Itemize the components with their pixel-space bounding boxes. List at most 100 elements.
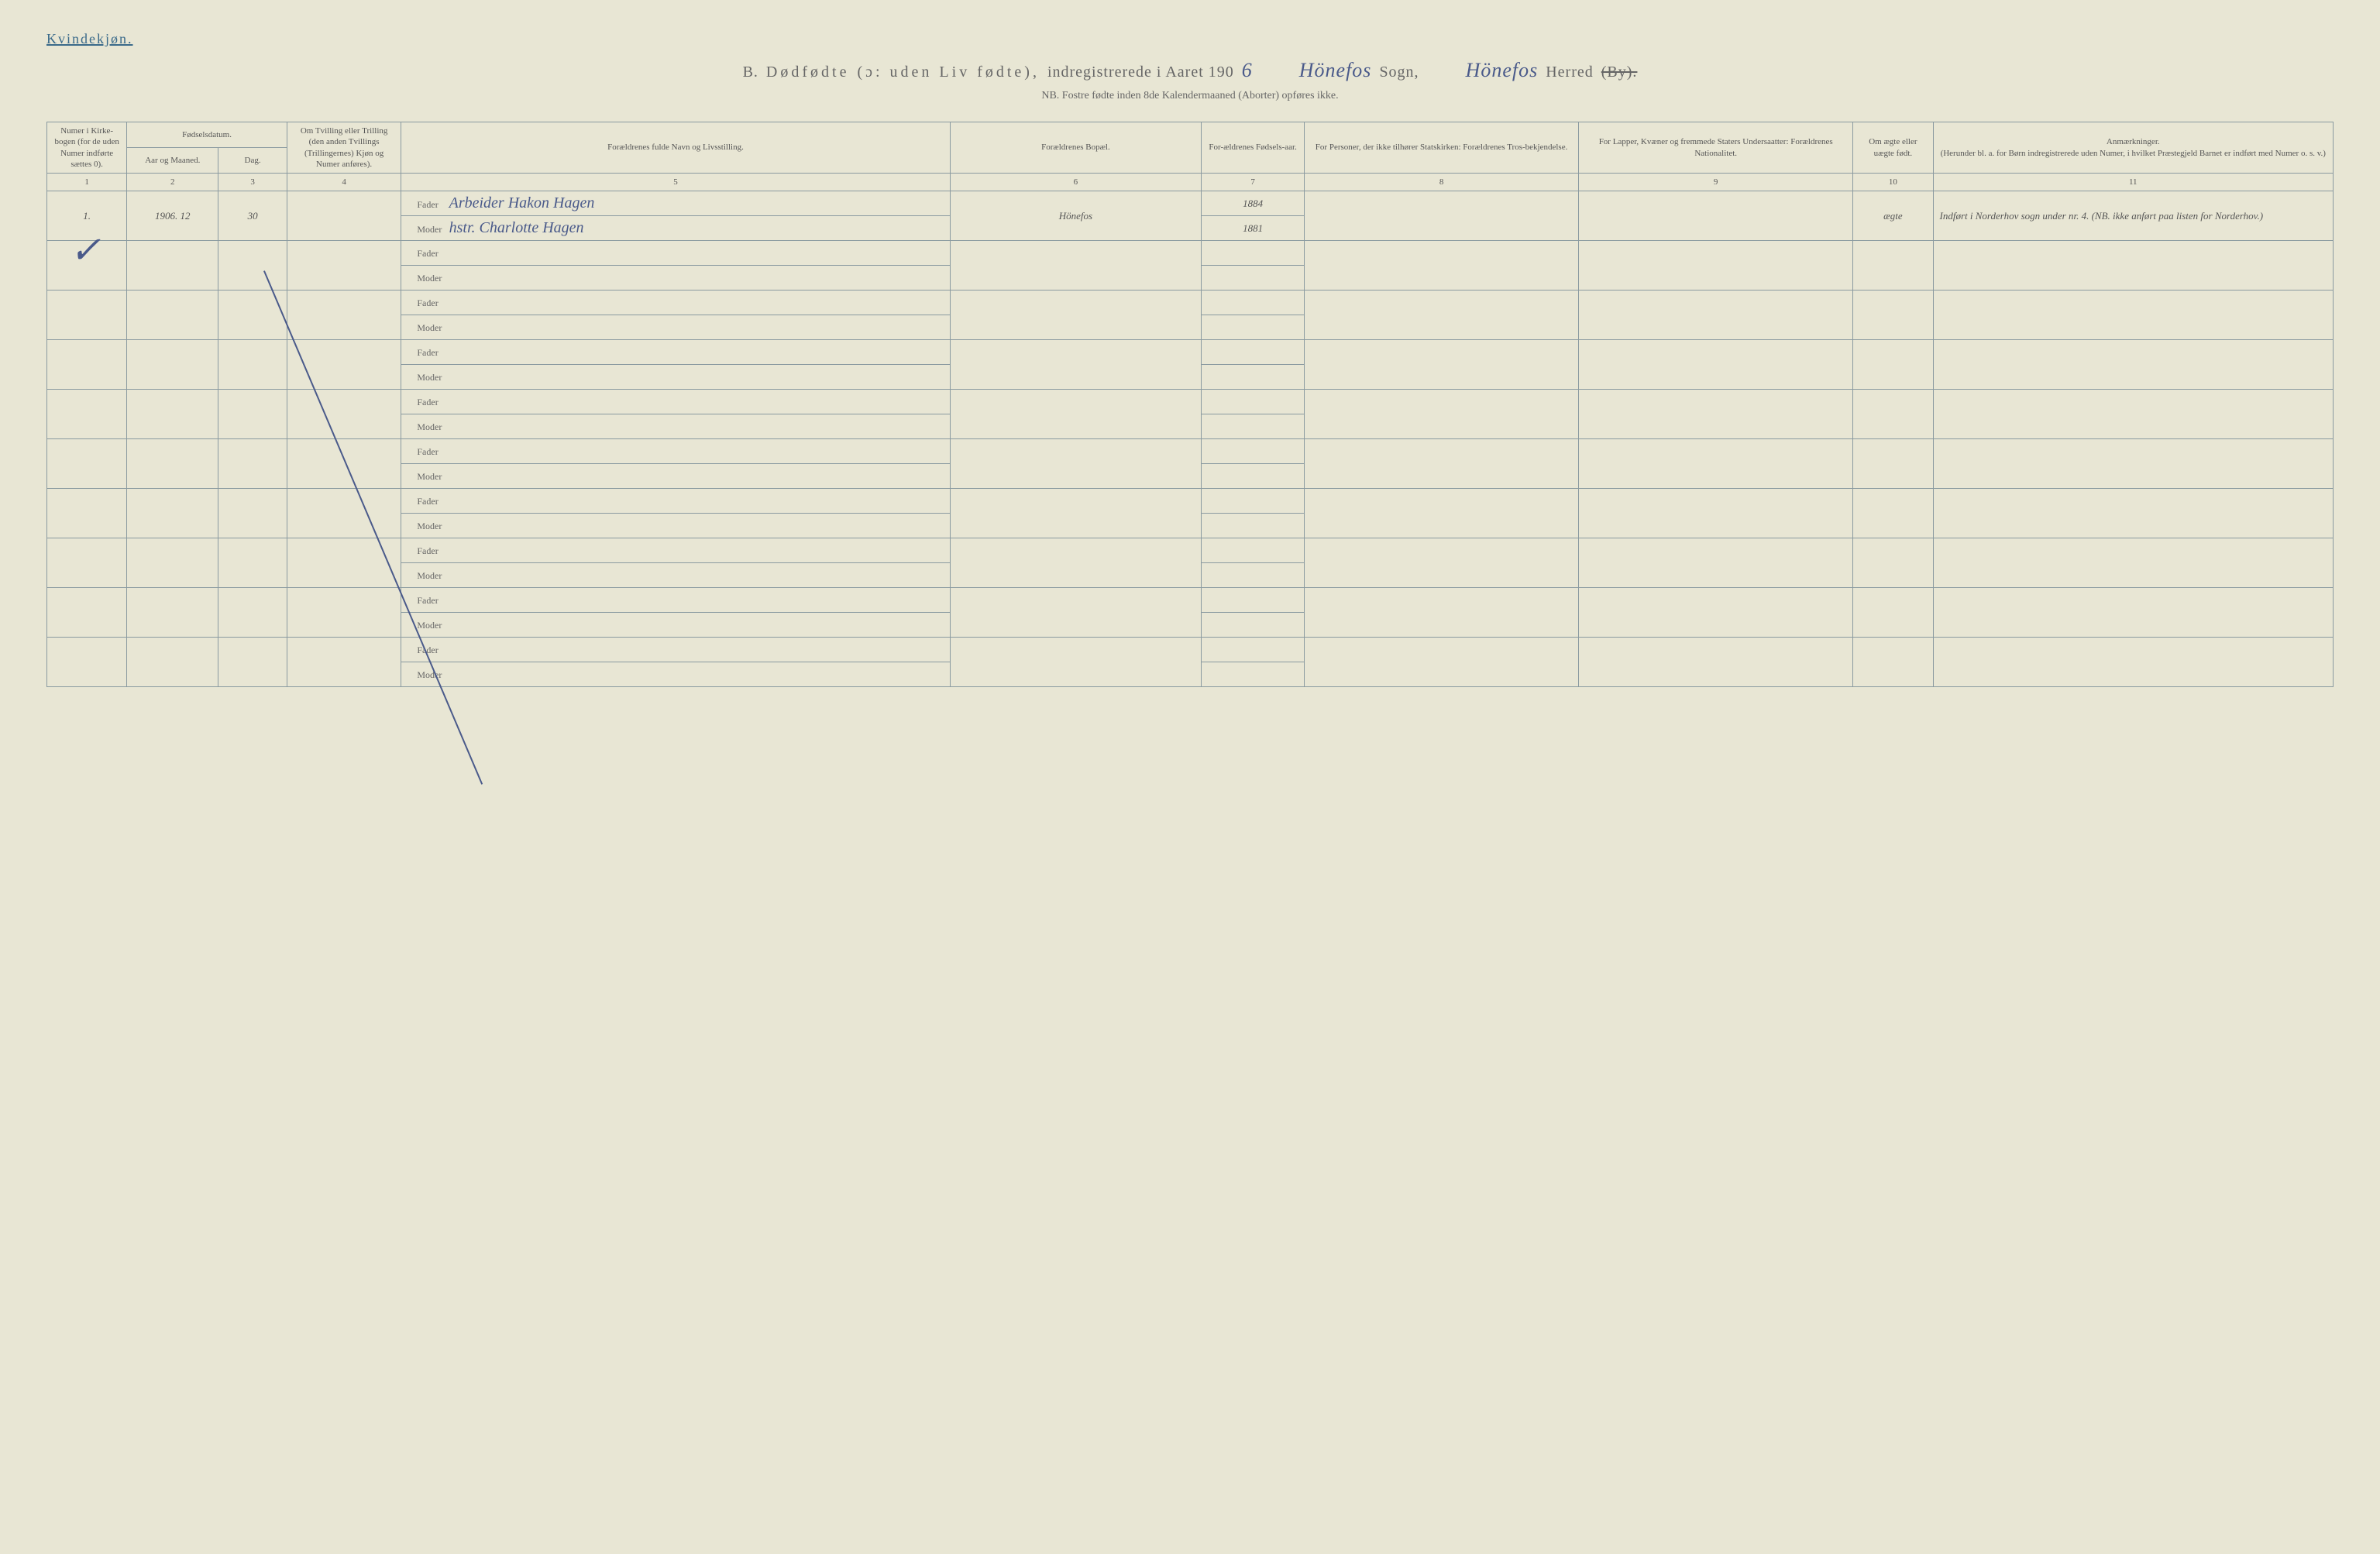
cell-empty — [1933, 489, 2333, 538]
cell-empty — [950, 538, 1202, 588]
header-col11-title: Anmærkninger. — [2107, 137, 2160, 146]
table-row: Fader — [47, 489, 2334, 514]
cell-moder-empty: Moder — [401, 365, 950, 390]
ledger-page: Kvindekjøn. ✓ B. Dødfødte (ɔ: uden Liv f… — [46, 31, 2334, 687]
cell-empty — [1933, 439, 2333, 489]
moder-label: Moder — [408, 273, 446, 284]
cell-empty — [47, 638, 127, 687]
sogn-name: Hönefos — [1299, 59, 1372, 82]
fader-label: Fader — [408, 545, 446, 557]
cell-empty — [1305, 588, 1579, 638]
cell-empty — [218, 538, 287, 588]
margin-check-mark: ✓ — [70, 229, 101, 272]
cell-empty — [950, 340, 1202, 390]
cell-empty — [1202, 514, 1305, 538]
cell-fader-empty: Fader — [401, 489, 950, 514]
cell-fader-empty: Fader — [401, 638, 950, 662]
cell-empty — [1202, 266, 1305, 291]
cell-moder-empty: Moder — [401, 662, 950, 687]
cell-empty — [1202, 613, 1305, 638]
cell-moder-empty: Moder — [401, 266, 950, 291]
moder-label: Moder — [408, 669, 446, 681]
cell-empty — [1853, 538, 1933, 588]
sogn-label: Sogn, — [1379, 64, 1419, 81]
cell-empty — [287, 390, 401, 439]
colnum-4: 4 — [287, 174, 401, 191]
fader-label: Fader — [408, 397, 446, 408]
cell-empty — [218, 588, 287, 638]
header-col11-sub: (Herunder bl. a. for Børn indregistrered… — [1941, 149, 2326, 158]
cell-empty — [218, 390, 287, 439]
cell-fader-empty: Fader — [401, 340, 950, 365]
table-row: Fader — [47, 291, 2334, 315]
table-row: Fader — [47, 390, 2334, 414]
table-row: Fader — [47, 588, 2334, 613]
cell-empty — [1579, 340, 1853, 390]
year-digit: 6 — [1242, 59, 1253, 82]
table-row: 1. 1906. 12 30 Fader Arbeider Hakon Hage… — [47, 191, 2334, 216]
cell-fader-empty: Fader — [401, 390, 950, 414]
header-col3-sub: Dag. — [218, 148, 287, 174]
cell-empty — [47, 538, 127, 588]
cell-empty — [1202, 638, 1305, 662]
cell-anmaerkninger: Indført i Norderhov sogn under nr. 4. (N… — [1933, 191, 2333, 241]
cell-empty — [287, 241, 401, 291]
cell-empty — [950, 638, 1202, 687]
cell-empty — [950, 439, 1202, 489]
colnum-10: 10 — [1853, 174, 1933, 191]
cell-empty — [1579, 638, 1853, 687]
cell-empty — [1853, 638, 1933, 687]
cell-empty — [287, 538, 401, 588]
header-col9: For Lapper, Kvæner og fremmede Staters U… — [1579, 122, 1853, 174]
cell-empty — [1933, 638, 2333, 687]
title-paren: (ɔ: uden Liv fødte), — [857, 64, 1040, 81]
by-struck: (By). — [1601, 64, 1638, 81]
cell-moder-empty: Moder — [401, 315, 950, 340]
moder-label: Moder — [408, 322, 446, 334]
cell-empty — [1579, 390, 1853, 439]
colnum-11: 11 — [1933, 174, 2333, 191]
cell-moder-empty: Moder — [401, 563, 950, 588]
cell-empty — [1933, 588, 2333, 638]
header-col2-3: Fødselsdatum. — [127, 122, 287, 148]
header-col7: For-ældrenes Fødsels-aar. — [1202, 122, 1305, 174]
cell-empty — [127, 241, 218, 291]
cell-empty — [1305, 291, 1579, 340]
cell-empty — [1933, 390, 2333, 439]
cell-empty — [218, 489, 287, 538]
cell-empty — [1305, 439, 1579, 489]
herred-label: Herred — [1546, 64, 1594, 81]
cell-fader-empty: Fader — [401, 588, 950, 613]
cell-empty — [1853, 241, 1933, 291]
cell-empty — [1579, 588, 1853, 638]
header-col8: For Personer, der ikke tilhører Statskir… — [1305, 122, 1579, 174]
colnum-6: 6 — [950, 174, 1202, 191]
cell-empty — [1202, 390, 1305, 414]
cell-empty — [1202, 439, 1305, 464]
colnum-7: 7 — [1202, 174, 1305, 191]
cell-empty — [287, 588, 401, 638]
moder-label: Moder — [408, 421, 446, 433]
cell-fader: Fader Arbeider Hakon Hagen — [401, 191, 950, 216]
colnum-8: 8 — [1305, 174, 1579, 191]
cell-moder: Moder hstr. Charlotte Hagen — [401, 216, 950, 241]
fader-name: Arbeider Hakon Hagen — [449, 194, 595, 211]
cell-empty — [1202, 291, 1305, 315]
cell-empty — [218, 439, 287, 489]
cell-empty — [950, 291, 1202, 340]
colnum-3: 3 — [218, 174, 287, 191]
cell-empty — [1933, 340, 2333, 390]
cell-empty — [1202, 464, 1305, 489]
cell-empty — [1853, 390, 1933, 439]
cell-fader-empty: Fader — [401, 439, 950, 464]
cell-empty — [287, 638, 401, 687]
cell-empty — [127, 390, 218, 439]
cell-aar-maaned: 1906. 12 — [127, 191, 218, 241]
fader-label: Fader — [408, 446, 446, 458]
cell-empty — [287, 291, 401, 340]
moder-name: hstr. Charlotte Hagen — [449, 219, 584, 236]
cell-empty — [1202, 588, 1305, 613]
cell-empty — [47, 291, 127, 340]
cell-empty — [1579, 291, 1853, 340]
cell-empty — [47, 439, 127, 489]
